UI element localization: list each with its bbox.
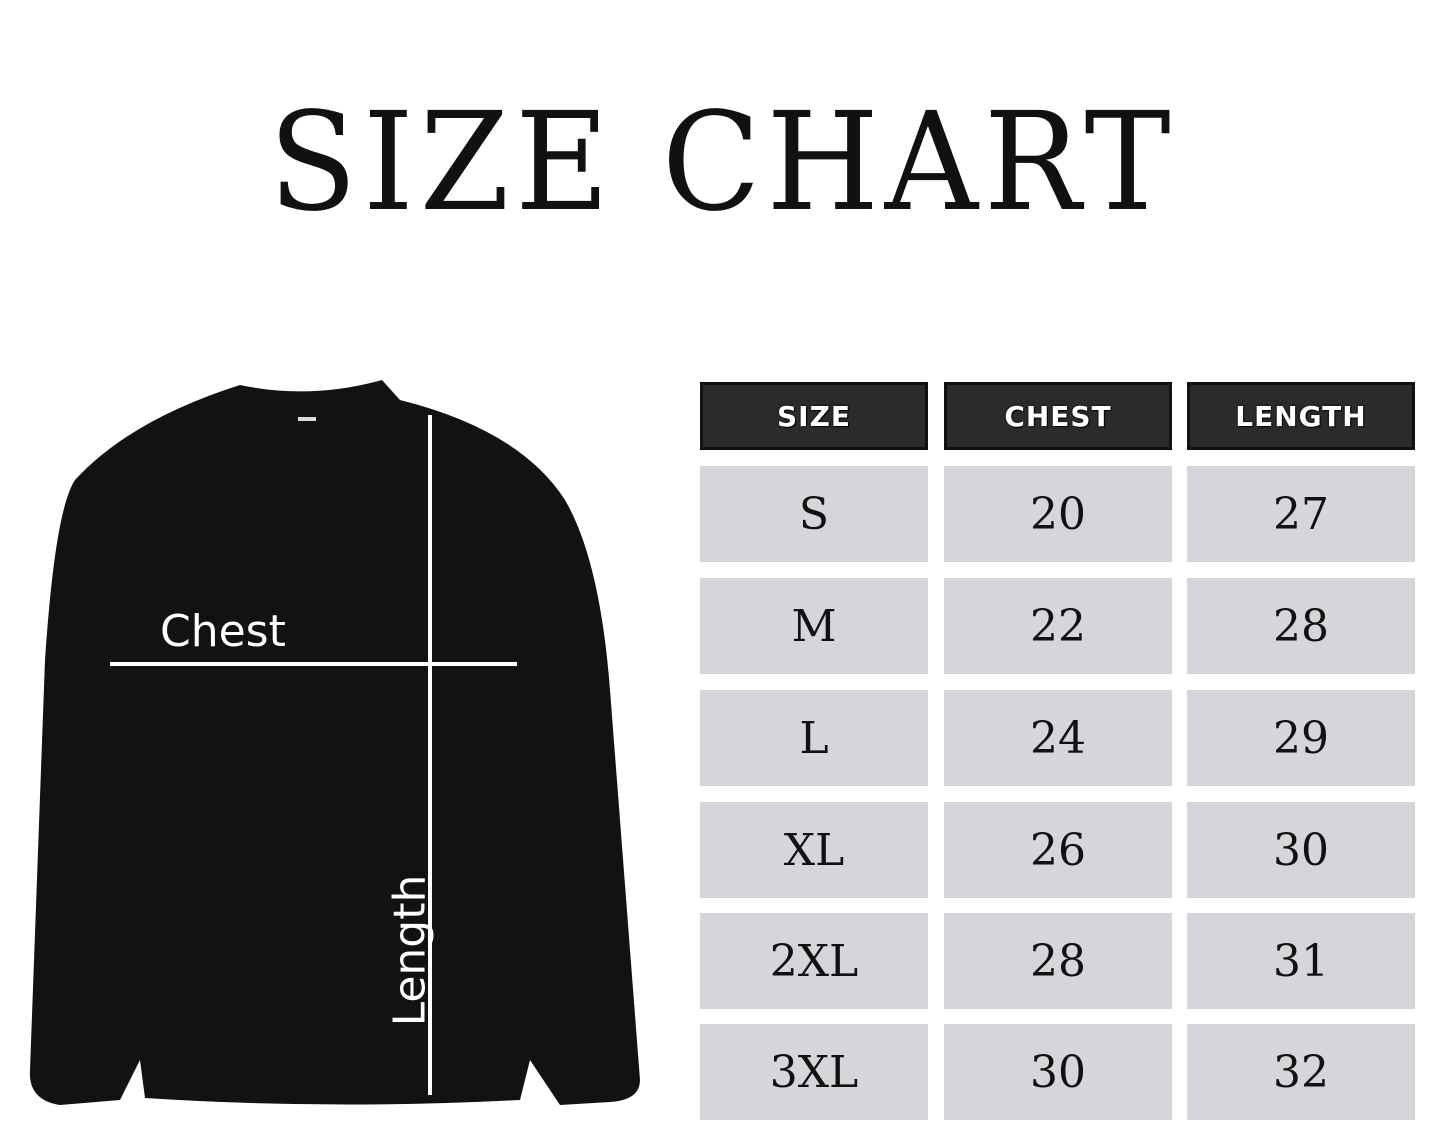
header-length: LENGTH	[1187, 382, 1415, 450]
sweatshirt-illustration	[29, 380, 641, 1105]
page-title: SIZE CHART	[268, 84, 1177, 242]
cell-size: 2XL	[700, 913, 928, 1009]
cell-chest: 22	[944, 578, 1172, 674]
neck-label	[298, 417, 316, 421]
cell-length: 32	[1187, 1024, 1415, 1120]
cell-length: 29	[1187, 690, 1415, 786]
cell-size: M	[700, 578, 928, 674]
cell-size: L	[700, 690, 928, 786]
length-label: Length	[384, 874, 436, 1027]
cell-chest: 30	[944, 1024, 1172, 1120]
header-size: SIZE	[700, 382, 928, 450]
cell-size: XL	[700, 802, 928, 898]
cell-length: 27	[1187, 466, 1415, 562]
chest-label: Chest	[160, 606, 286, 657]
cell-chest: 24	[944, 690, 1172, 786]
cell-chest: 20	[944, 466, 1172, 562]
cell-length: 31	[1187, 913, 1415, 1009]
cell-size: 3XL	[700, 1024, 928, 1120]
header-chest: CHEST	[944, 382, 1172, 450]
cell-length: 30	[1187, 802, 1415, 898]
cell-size: S	[700, 466, 928, 562]
cell-length: 28	[1187, 578, 1415, 674]
cell-chest: 26	[944, 802, 1172, 898]
cell-chest: 28	[944, 913, 1172, 1009]
sweatshirt-body	[29, 380, 641, 1105]
